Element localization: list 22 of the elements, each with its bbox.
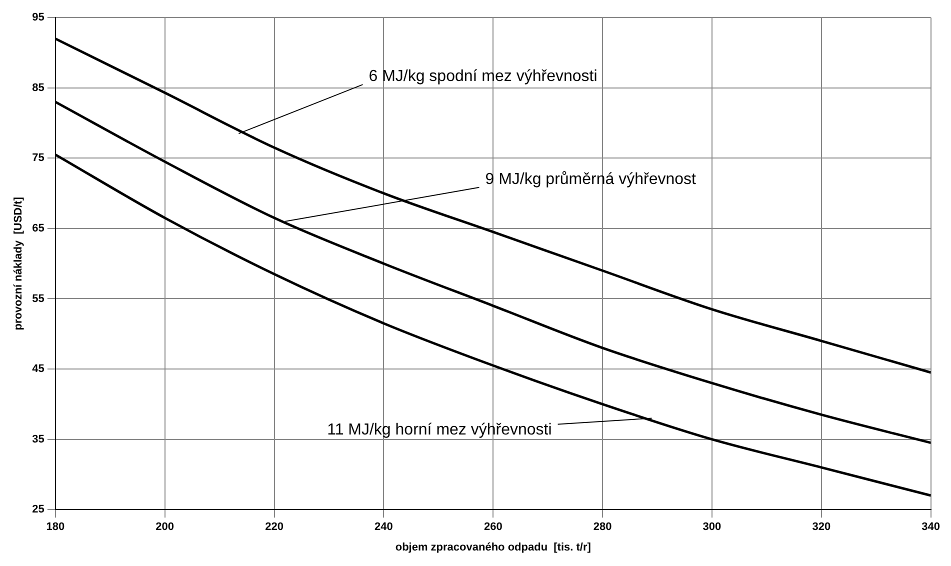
x-tick-label: 180 [46,521,65,534]
annotation: 6 MJ/kg spodní mez výhřevnosti [368,68,598,85]
x-tick-label: 300 [702,521,722,534]
x-tick-label: 320 [812,521,831,534]
y-axis-title: provozní náklady [USD/t] [12,196,25,330]
y-tick-label: 65 [32,222,44,234]
annotation: 9 MJ/kg průměrná výhřevnost [485,170,697,188]
x-tick-label: 240 [374,521,393,534]
y-tick-label: 25 [32,504,44,516]
y-tick-label: 45 [32,363,44,376]
x-tick-label: 280 [593,521,612,534]
annotation: 11 MJ/kg horní mez výhřevnosti [327,422,552,439]
x-tick-label: 200 [156,521,174,534]
x-tick-label: 260 [484,521,502,534]
x-tick-label: 220 [265,521,284,534]
y-tick-label: 95 [32,12,44,24]
y-tick-label: 55 [32,292,44,305]
y-tick-label: 85 [32,82,44,94]
y-tick-label: 35 [32,433,44,446]
x-axis-title: objem zpracovaného odpadu [tis. t/r] [395,541,592,554]
y-tick-label: 75 [32,152,44,164]
x-tick-label: 340 [922,521,940,534]
